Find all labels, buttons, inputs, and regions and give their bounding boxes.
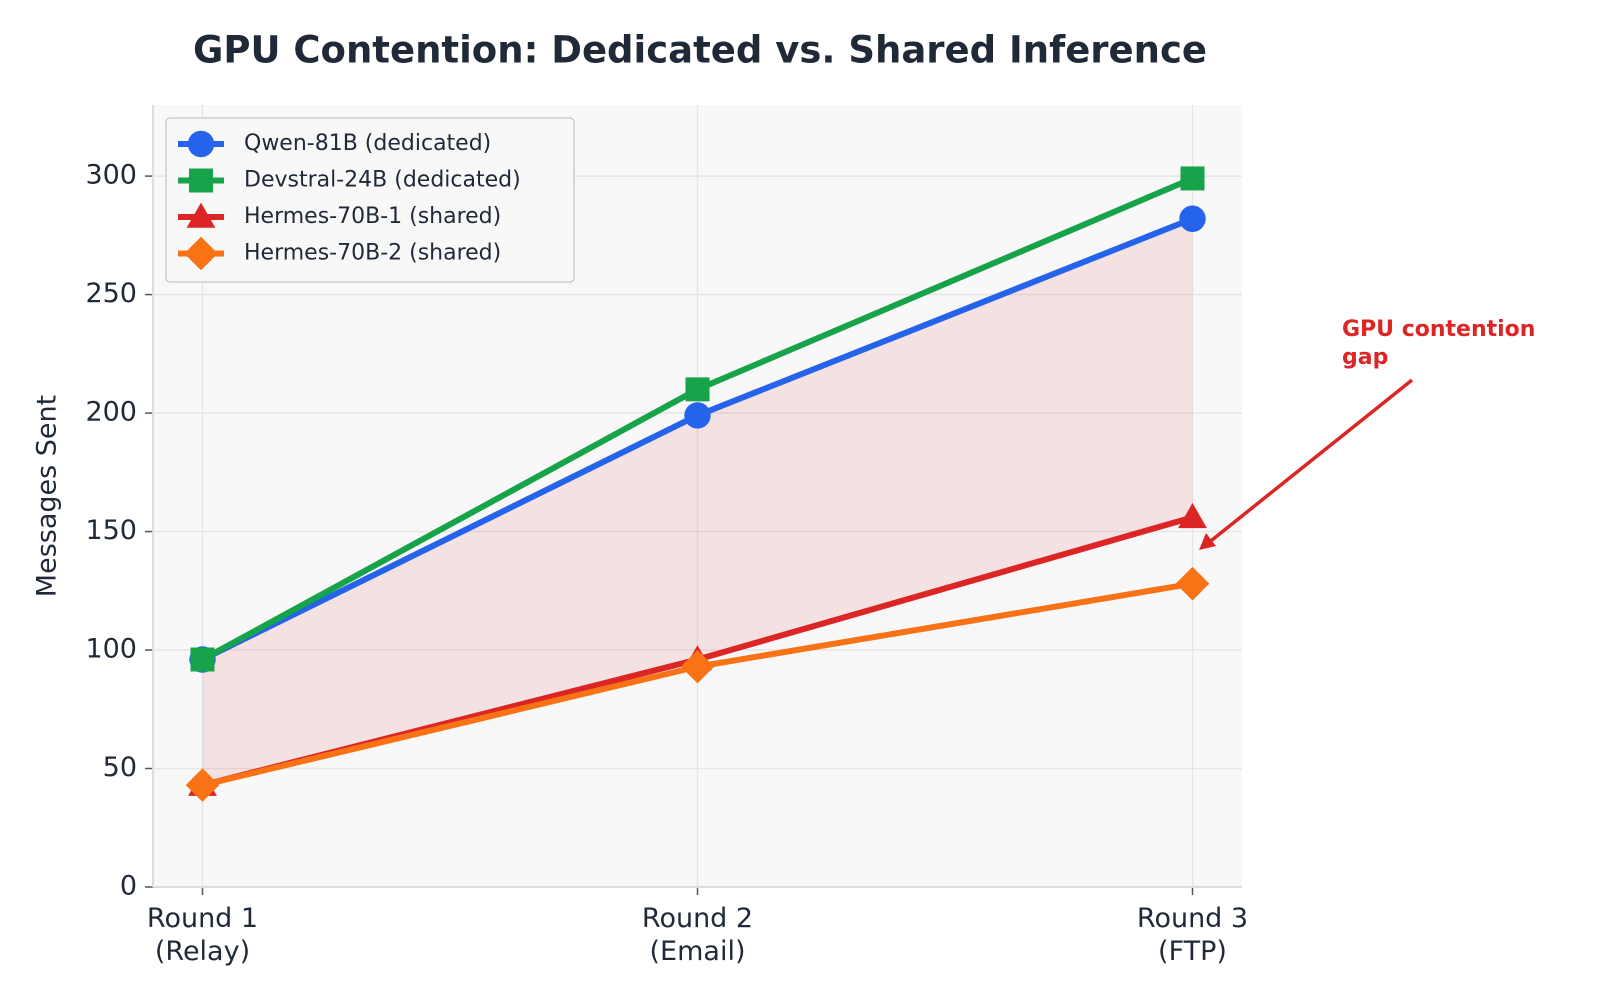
marker: [1178, 502, 1207, 529]
legend-label: Hermes-70B-1 (shared): [244, 204, 501, 229]
marker: [185, 768, 220, 802]
marker: [1175, 566, 1210, 601]
marker: [187, 130, 215, 158]
x-tick-label: Round 1 (Relay): [146, 903, 259, 967]
x-tick-label: Round 2 (Email): [641, 903, 754, 967]
y-tick-label: 50: [103, 752, 137, 783]
fill-area: [202, 218, 1193, 786]
legend-box: [165, 117, 575, 283]
marker: [184, 236, 218, 271]
marker: [684, 402, 711, 429]
marker: [186, 202, 216, 228]
annotation: GPU contention gap: [1342, 317, 1536, 370]
y-tick-label: 250: [85, 278, 137, 309]
marker: [1180, 166, 1205, 191]
legend-label: Qwen-81B (dedicated): [244, 131, 491, 156]
annotation-arrow: [1205, 378, 1414, 546]
marker: [190, 647, 215, 672]
y-tick-label: 0: [120, 871, 137, 902]
marker: [685, 377, 710, 402]
x-tick-label: Round 3 (FTP): [1136, 903, 1249, 967]
y-tick-label: 100: [85, 634, 137, 665]
marker: [189, 168, 213, 193]
chart-title: GPU Contention: Dedicated vs. Shared Inf…: [193, 29, 1207, 72]
legend-label: Hermes-70B-2 (shared): [244, 241, 501, 266]
y-axis-label: Messages Sent: [32, 395, 63, 597]
y-tick-label: 150: [85, 515, 137, 546]
y-tick-label: 300: [85, 160, 137, 191]
annotation-arrowhead: [1199, 533, 1216, 550]
marker: [1179, 205, 1206, 232]
legend-label: Devstral-24B (dedicated): [244, 168, 521, 193]
y-tick-label: 200: [85, 397, 137, 428]
marker: [680, 649, 715, 684]
